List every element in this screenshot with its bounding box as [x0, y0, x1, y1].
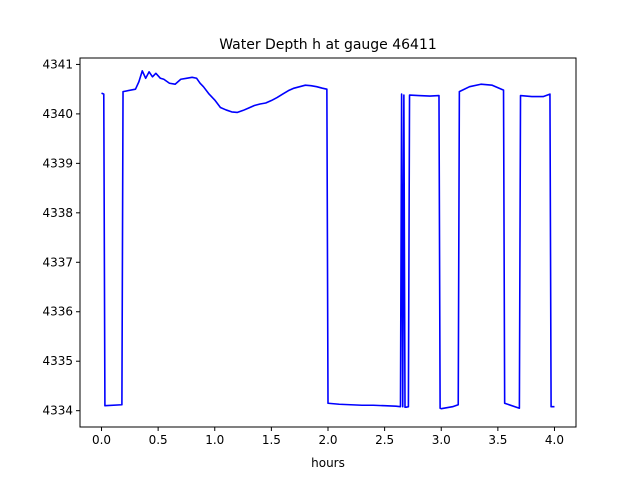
- x-tick-label: 3.0: [432, 433, 451, 447]
- x-tick-label: 4.0: [545, 433, 564, 447]
- x-tick-label: 3.5: [488, 433, 507, 447]
- chart-title: Water Depth h at gauge 46411: [219, 37, 437, 53]
- x-tick-label: 2.5: [375, 433, 394, 447]
- x-axis-label: hours: [311, 456, 345, 470]
- x-tick-label: 0.5: [149, 433, 168, 447]
- x-tick-label: 1.5: [262, 433, 281, 447]
- plot-area: [101, 70, 555, 410]
- y-tick-label: 4336: [42, 305, 73, 319]
- y-tick-label: 4337: [42, 255, 73, 269]
- y-tick-label: 4335: [42, 354, 73, 368]
- series-line-0: [101, 70, 555, 410]
- x-tick-label: 1.0: [205, 433, 224, 447]
- y-tick-label: 4334: [42, 404, 73, 418]
- y-tick-label: 4340: [42, 107, 73, 121]
- axes: 0.0 0.5 1.0 1.5 2.0 2.5 3.0 3.5 4.0 4334 4335 4336 4…: [42, 57, 577, 447]
- y-tick-label: 4339: [42, 156, 73, 170]
- x-tick-label: 2.0: [318, 433, 337, 447]
- y-tick-label: 4341: [42, 57, 73, 71]
- x-tick-label: 0.0: [92, 433, 111, 447]
- y-tick-label: 4338: [42, 206, 73, 220]
